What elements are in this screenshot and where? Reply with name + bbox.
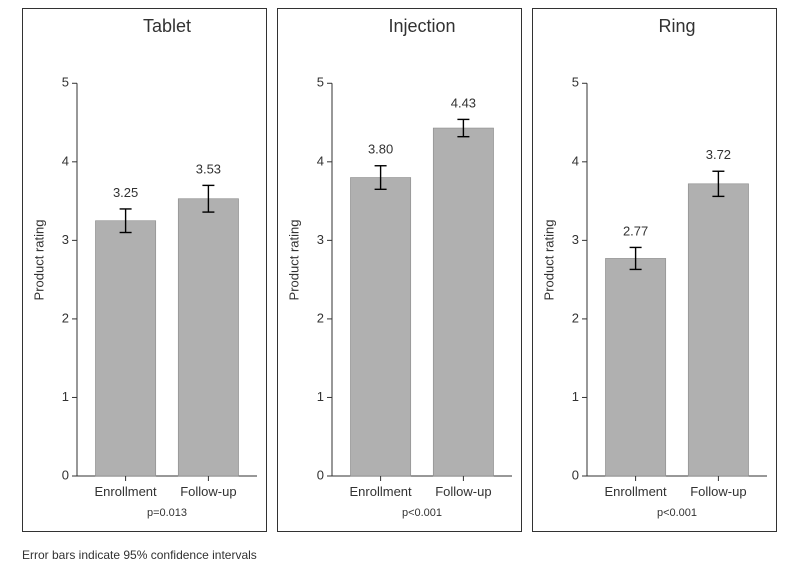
bar-value-label: 3.25: [113, 185, 138, 200]
bar-value-label: 4.43: [451, 95, 476, 110]
y-axis-label: Product rating: [31, 220, 46, 301]
bar: [350, 178, 410, 476]
xtick-label: Follow-up: [435, 484, 491, 499]
xtick-label: Enrollment: [95, 484, 158, 499]
panel-injection: 0 1 2 3 4 5 Product rating Injection 3.80 Enrollm…: [277, 8, 522, 532]
y-axis-label: Product rating: [286, 220, 301, 301]
ytick-label: 5: [572, 75, 579, 90]
ytick-label: 5: [62, 75, 69, 90]
panel-tablet: 0 1 2 3 4 5 Product rating Tablet 3.25 Enrollment…: [22, 8, 267, 532]
panel-title: Injection: [388, 16, 455, 36]
bar-value-label: 3.53: [196, 161, 221, 176]
bar-value-label: 3.72: [706, 147, 731, 162]
bar: [95, 221, 155, 476]
ytick-label: 2: [317, 310, 324, 325]
p-value-label: p<0.001: [657, 507, 697, 519]
ytick-label: 1: [317, 389, 324, 404]
ytick-label: 4: [317, 153, 324, 168]
ytick-label: 2: [62, 310, 69, 325]
bar: [178, 199, 238, 476]
panel-ring: 0 1 2 3 4 5 Product rating Ring 2.77 Enrollment 3.…: [532, 8, 777, 532]
bar-value-label: 3.80: [368, 142, 393, 157]
ytick-label: 4: [572, 153, 579, 168]
panel-title: Tablet: [143, 16, 191, 36]
p-value-label: p=0.013: [147, 507, 187, 519]
xtick-label: Enrollment: [605, 484, 668, 499]
xtick-label: Follow-up: [180, 484, 236, 499]
bar-value-label: 2.77: [623, 223, 648, 238]
ytick-label: 3: [62, 232, 69, 247]
ytick-label: 4: [62, 153, 69, 168]
xtick-label: Follow-up: [690, 484, 746, 499]
ytick-label: 0: [62, 467, 69, 482]
bar: [433, 128, 493, 476]
bar: [605, 258, 665, 476]
panel-title: Ring: [658, 16, 695, 36]
bar: [688, 184, 748, 476]
ytick-label: 1: [62, 389, 69, 404]
ytick-label: 5: [317, 75, 324, 90]
ytick-label: 0: [572, 467, 579, 482]
ytick-label: 1: [572, 389, 579, 404]
ytick-label: 2: [572, 310, 579, 325]
figure-caption: Error bars indicate 95% confidence inter…: [22, 548, 257, 562]
ytick-label: 3: [572, 232, 579, 247]
ytick-label: 3: [317, 232, 324, 247]
xtick-label: Enrollment: [350, 484, 413, 499]
ytick-label: 0: [317, 467, 324, 482]
p-value-label: p<0.001: [402, 507, 442, 519]
figure-root: 0 1 2 3 4 5 Product rating Tablet 3.25 Enrollment…: [0, 0, 787, 576]
y-axis-label: Product rating: [541, 220, 556, 301]
